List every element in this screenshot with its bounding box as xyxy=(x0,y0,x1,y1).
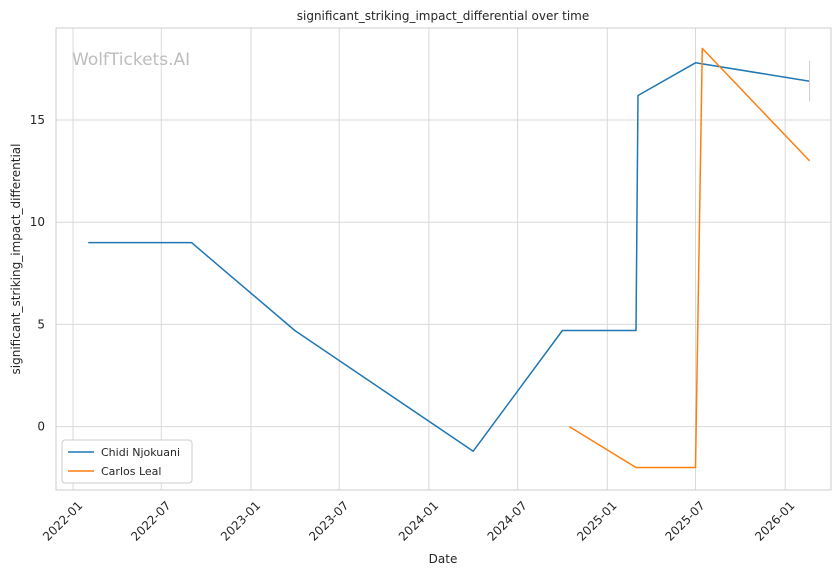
legend-box xyxy=(61,439,193,484)
x-tick-label: 2025-07 xyxy=(662,498,707,543)
x-tick-label: 2026-01 xyxy=(752,498,797,543)
x-tick-label: 2023-07 xyxy=(306,498,351,543)
x-tick-label: 2023-01 xyxy=(218,498,263,543)
y-tick-label: 10 xyxy=(30,215,45,229)
watermark-group: WolfTickets.AI xyxy=(72,50,190,70)
series-line-1 xyxy=(568,47,811,469)
legend-label-1: Carlos Leal xyxy=(101,465,161,478)
x-axis-label: Date xyxy=(429,552,458,566)
y-tick-label: 5 xyxy=(37,317,45,331)
x-tick-label: 2025-01 xyxy=(574,498,619,543)
plot-frame xyxy=(55,27,832,491)
x-tick-label: 2024-01 xyxy=(396,498,441,543)
y-tick-label: 15 xyxy=(30,113,45,127)
x-tick-label: 2024-07 xyxy=(485,498,530,543)
series-lines xyxy=(88,47,811,469)
x-tick-label: 2022-01 xyxy=(40,498,85,543)
y-axis-label: significant_striking_impact_differential xyxy=(9,144,23,375)
plot-area xyxy=(56,28,831,490)
legend: Chidi Njokuani Carlos Leal xyxy=(61,439,193,484)
legend-label-0: Chidi Njokuani xyxy=(101,446,180,459)
y-tick-label: 0 xyxy=(37,420,45,434)
x-tick-label: 2022-07 xyxy=(128,498,173,543)
series-line-0 xyxy=(88,62,810,452)
watermark: WolfTickets.AI xyxy=(72,50,190,70)
x-tick-labels: 2022-01 2022-07 2023-01 2023-07 2024-01 2024-… xyxy=(40,498,797,543)
chart-title: significant_striking_impact_differential… xyxy=(297,9,589,23)
y-tick-labels: 0 5 10 15 xyxy=(30,113,45,434)
